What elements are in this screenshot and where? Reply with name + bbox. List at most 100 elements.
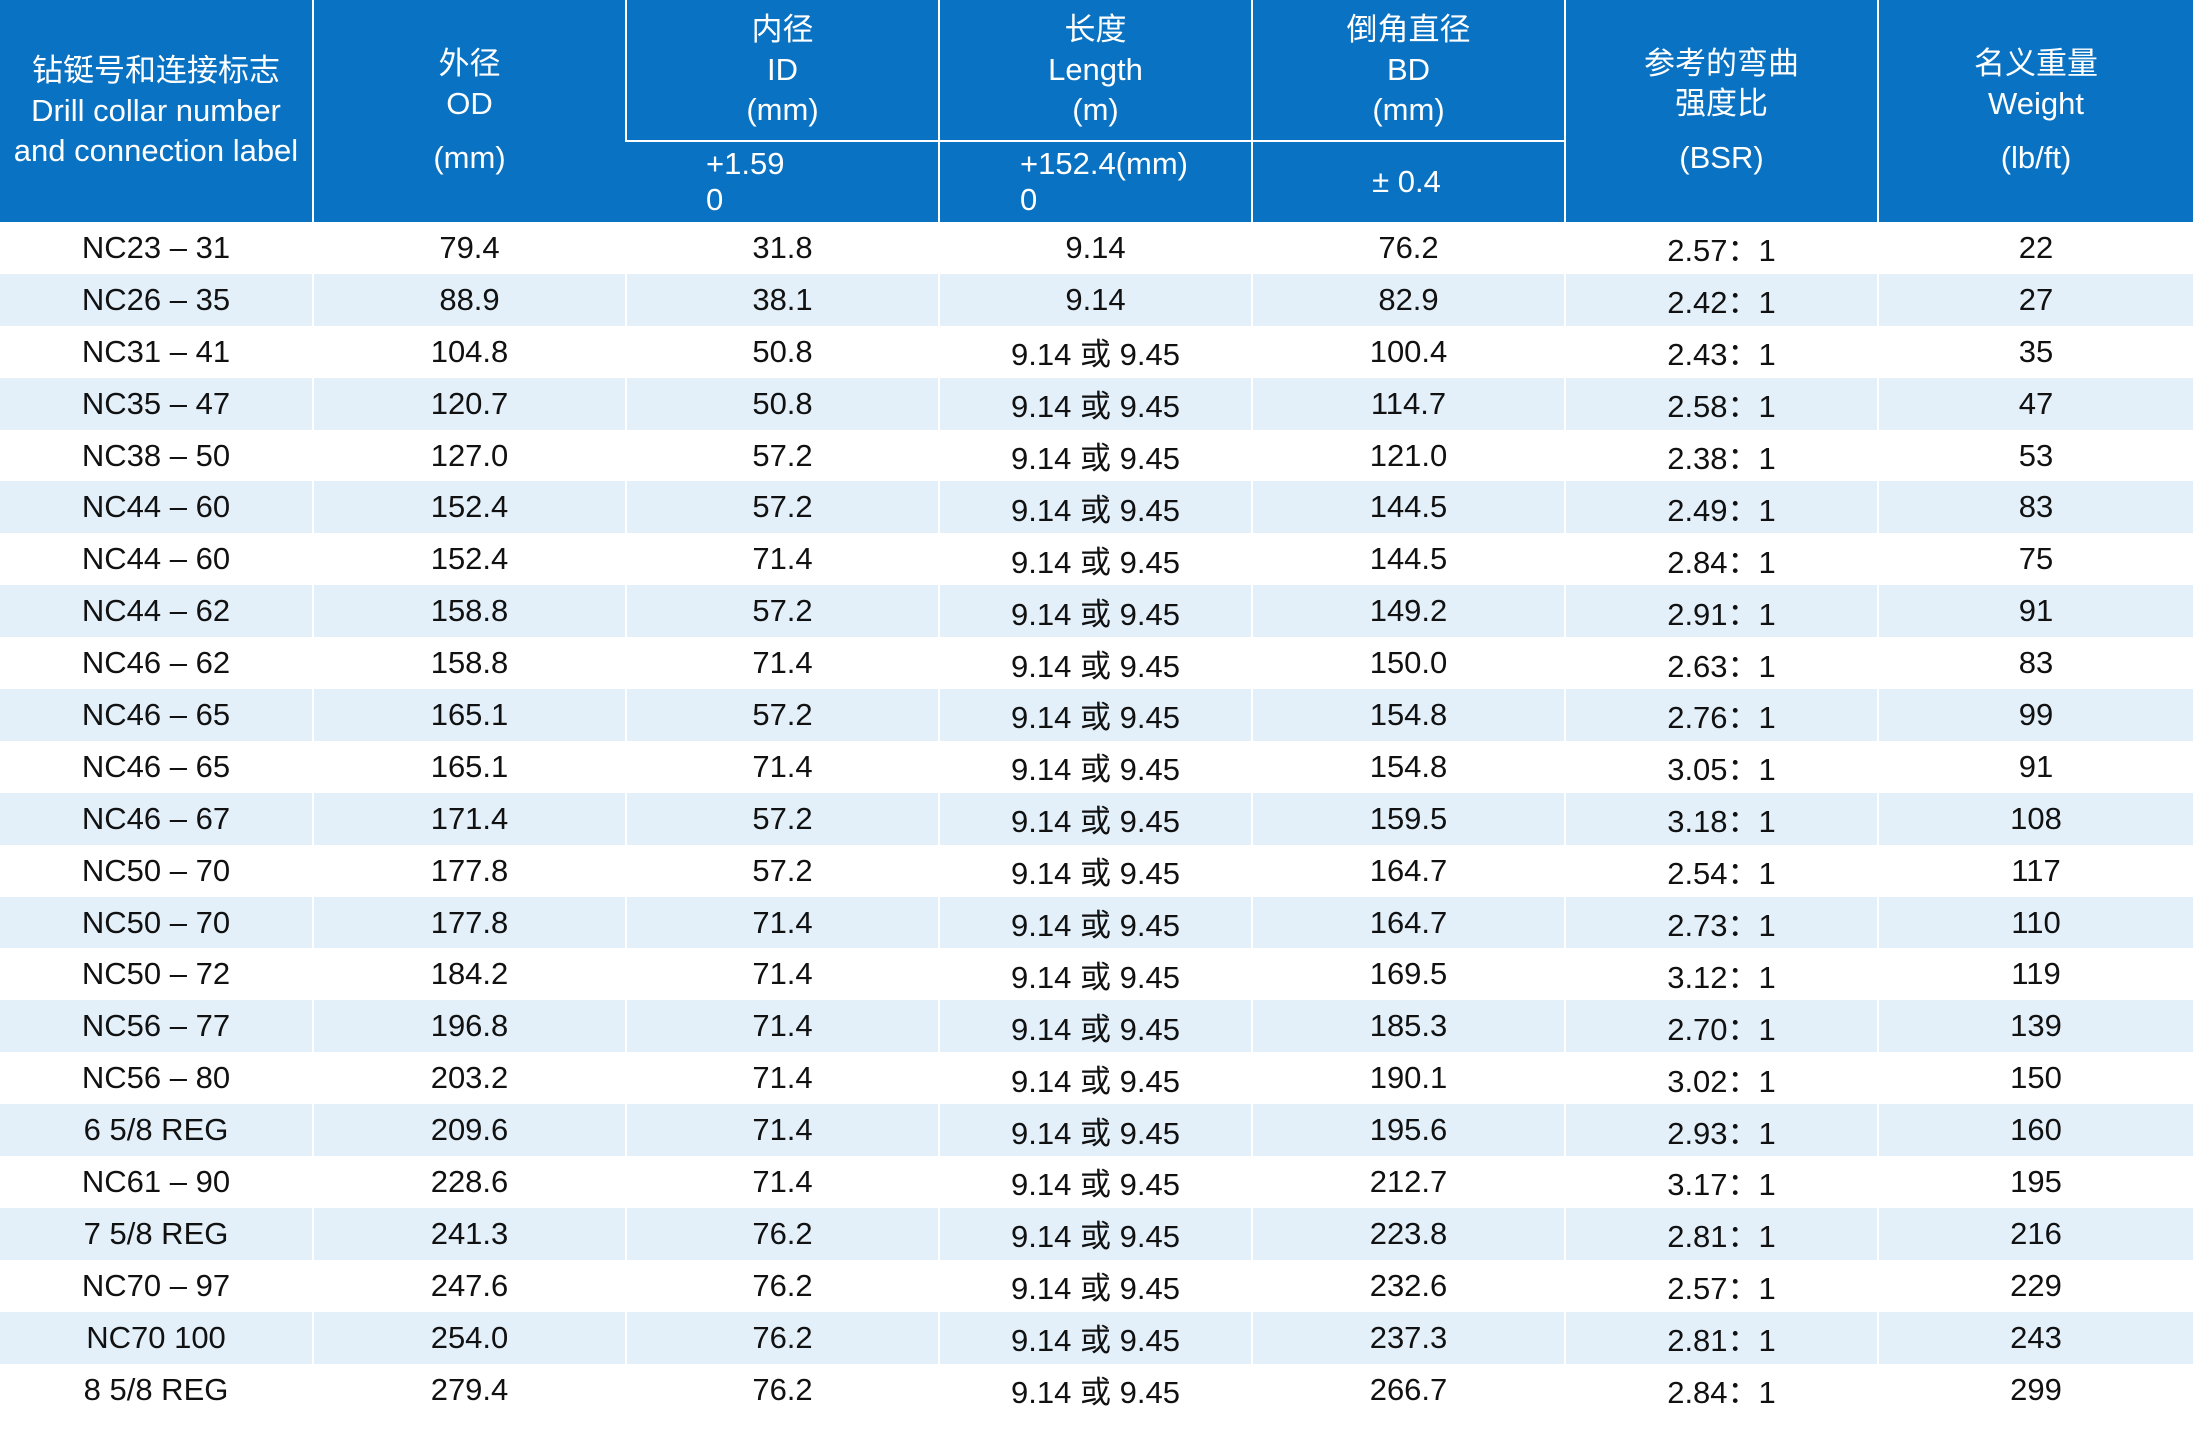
header-unit: (lb/ft) [2000, 140, 2072, 175]
weight-cell: 160 [1877, 1104, 2193, 1157]
od-cell: 177.8 [312, 896, 626, 949]
weight-cell: 53 [1877, 429, 2193, 482]
id-cell: 71.4 [625, 1156, 939, 1208]
connection-label-cell: NC50 – 72 [0, 948, 313, 1001]
table-row: NC46 – 65 165.1 57.2 9.14 或 9.45 154.8 2.76：1… [0, 689, 2193, 741]
connection-label-cell: NC44 – 60 [0, 481, 313, 534]
bsr-cell: 2.81：1 [1564, 1311, 1878, 1364]
weight-cell: 195 [1877, 1156, 2193, 1208]
od-cell: 279.4 [312, 1363, 626, 1416]
bd-cell: 185.3 [1251, 1000, 1565, 1053]
header-en: ID [767, 51, 798, 87]
table-row: NC70 – 97 247.6 76.2 9.14 或 9.45 232.6 2.57：1… [0, 1259, 2193, 1312]
bsr-cell: 2.38：1 [1564, 429, 1878, 482]
header-zh: 长度 [1064, 11, 1127, 47]
bsr-cell: 2.57：1 [1564, 222, 1878, 274]
header-unit: (BSR) [1679, 140, 1764, 175]
od-cell: 127.0 [312, 429, 626, 482]
header-en: OD [446, 86, 493, 121]
weight-cell: 22 [1877, 222, 2193, 274]
bsr-cell: 2.42：1 [1564, 273, 1878, 326]
id-cell: 71.4 [625, 896, 939, 949]
weight-cell: 99 [1877, 689, 2193, 741]
connection-label-cell: NC46 – 67 [0, 792, 313, 845]
table-body: NC23 – 31 79.4 31.8 9.14 76.2 2.57：1 22 NC26 – … [0, 222, 2193, 1416]
id-cell: 57.2 [625, 481, 939, 534]
weight-cell: 75 [1877, 533, 2193, 586]
od-cell: 165.1 [312, 689, 626, 741]
connection-label-cell: NC46 – 65 [0, 740, 313, 793]
od-cell: 228.6 [312, 1156, 626, 1208]
connection-label-cell: NC56 – 77 [0, 1000, 313, 1053]
bd-cell: 114.7 [1251, 377, 1565, 430]
table-row: NC46 – 62 158.8 71.4 9.14 或 9.45 150.0 2.63：1… [0, 637, 2193, 690]
od-cell: 158.8 [312, 637, 626, 690]
weight-cell: 117 [1877, 844, 2193, 897]
length-cell: 9.14 或 9.45 [938, 1104, 1252, 1157]
od-cell: 203.2 [312, 1052, 626, 1105]
length-cell: 9.14 或 9.45 [938, 533, 1252, 586]
connection-label-cell: NC61 – 90 [0, 1156, 313, 1208]
weight-cell: 110 [1877, 896, 2193, 949]
weight-cell: 139 [1877, 1000, 2193, 1053]
bd-cell: 232.6 [1251, 1259, 1565, 1312]
header-weight: 名义重量 Weight (lb/ft) [1877, 0, 2193, 222]
bd-cell: 150.0 [1251, 637, 1565, 690]
length-cell: 9.14 或 9.45 [938, 792, 1252, 845]
bsr-cell: 3.05：1 [1564, 740, 1878, 793]
connection-label-cell: 8 5/8 REG [0, 1363, 313, 1416]
id-cell: 71.4 [625, 1000, 939, 1053]
od-cell: 88.9 [312, 273, 626, 326]
table-row: 6 5/8 REG 209.6 71.4 9.14 或 9.45 195.6 2.93：1… [0, 1104, 2193, 1157]
id-cell: 57.2 [625, 689, 939, 741]
connection-label-cell: NC23 – 31 [0, 222, 313, 274]
length-cell: 9.14 [938, 273, 1252, 326]
bd-cell: 82.9 [1251, 273, 1565, 326]
od-cell: 79.4 [312, 222, 626, 274]
connection-label-cell: NC38 – 50 [0, 429, 313, 482]
id-cell: 50.8 [625, 325, 939, 378]
length-cell: 9.14 或 9.45 [938, 689, 1252, 741]
bd-cell: 121.0 [1251, 429, 1565, 482]
id-cell: 71.4 [625, 1052, 939, 1105]
bd-cell: 144.5 [1251, 533, 1565, 586]
bd-cell: 154.8 [1251, 740, 1565, 793]
bsr-cell: 3.18：1 [1564, 792, 1878, 845]
header-zh: 名义重量 [1974, 46, 2098, 81]
connection-label-cell: NC35 – 47 [0, 377, 313, 430]
od-cell: 196.8 [312, 1000, 626, 1053]
connection-label-cell: NC44 – 62 [0, 585, 313, 638]
connection-label-cell: NC70 – 97 [0, 1259, 313, 1312]
bsr-cell: 2.63：1 [1564, 637, 1878, 690]
bd-cell: 164.7 [1251, 844, 1565, 897]
bsr-cell: 3.12：1 [1564, 948, 1878, 1001]
header-zh: 强度比 [1675, 86, 1768, 121]
header-en: Length [1048, 51, 1143, 87]
header-zh: 钻铤号和连接标志 [32, 53, 280, 88]
connection-label-cell: 6 5/8 REG [0, 1104, 313, 1157]
table-row: NC38 – 50 127.0 57.2 9.14 或 9.45 121.0 2.38：1… [0, 429, 2193, 482]
od-cell: 209.6 [312, 1104, 626, 1157]
header-zh: 参考的弯曲 [1644, 46, 1799, 81]
od-cell: 165.1 [312, 740, 626, 793]
length-cell: 9.14 或 9.45 [938, 1259, 1252, 1312]
length-cell: 9.14 或 9.45 [938, 325, 1252, 378]
weight-cell: 35 [1877, 325, 2193, 378]
table-row: NC44 – 60 152.4 71.4 9.14 或 9.45 144.5 2.84：1… [0, 533, 2193, 586]
tolerance-lower: 0 [1020, 181, 1038, 217]
header-bd-tolerance: ± 0.4 [1251, 139, 1565, 222]
od-cell: 120.7 [312, 377, 626, 430]
weight-cell: 47 [1877, 377, 2193, 430]
weight-cell: 108 [1877, 792, 2193, 845]
weight-cell: 216 [1877, 1207, 2193, 1260]
id-cell: 57.2 [625, 585, 939, 638]
id-cell: 31.8 [625, 222, 939, 274]
bsr-cell: 2.93：1 [1564, 1104, 1878, 1157]
length-cell: 9.14 或 9.45 [938, 429, 1252, 482]
header-unit: (mm) [433, 140, 506, 175]
table-row: NC26 – 35 88.9 38.1 9.14 82.9 2.42：1 27 [0, 273, 2193, 326]
table-row: 8 5/8 REG 279.4 76.2 9.14 或 9.45 266.7 2.84：1… [0, 1363, 2193, 1416]
table-row: NC56 – 77 196.8 71.4 9.14 或 9.45 185.3 2.70：1… [0, 1000, 2193, 1053]
id-cell: 71.4 [625, 948, 939, 1001]
